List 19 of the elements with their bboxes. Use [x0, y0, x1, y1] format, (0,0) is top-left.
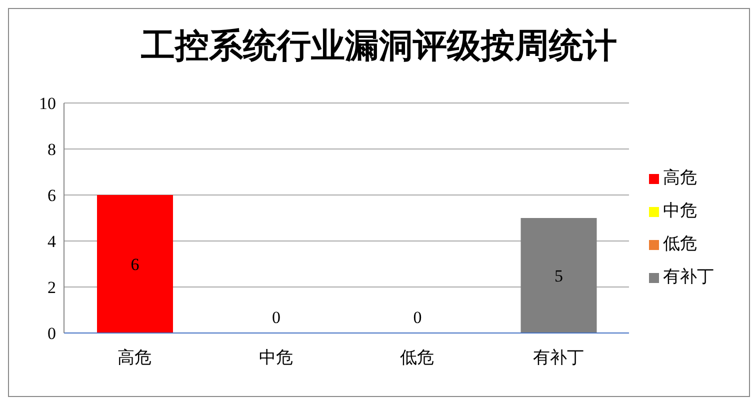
y-tick-label: 6	[48, 186, 56, 206]
legend-label: 低危	[663, 234, 697, 253]
data-label: 0	[272, 308, 280, 327]
x-tick-label: 中危	[258, 348, 293, 368]
y-tick-label: 10	[39, 94, 56, 114]
data-label: 0	[413, 308, 422, 327]
data-label: 6	[130, 255, 140, 274]
legend-label: 中危	[663, 201, 697, 220]
legend-label: 高危	[663, 168, 697, 187]
y-tick-label: 8	[48, 140, 56, 160]
x-tick-label: 有补丁	[532, 348, 584, 368]
y-tick-label: 0	[48, 324, 56, 344]
chart-title: 工控系统行业漏洞评级按周统计	[140, 25, 618, 68]
y-tick-label: 4	[48, 232, 56, 252]
y-tick-label: 2	[48, 278, 56, 298]
x-tick-label: 低危	[400, 348, 434, 368]
x-tick-label: 高危	[118, 348, 152, 368]
data-label: 5	[554, 266, 563, 286]
legend-label: 有补丁	[663, 267, 714, 286]
